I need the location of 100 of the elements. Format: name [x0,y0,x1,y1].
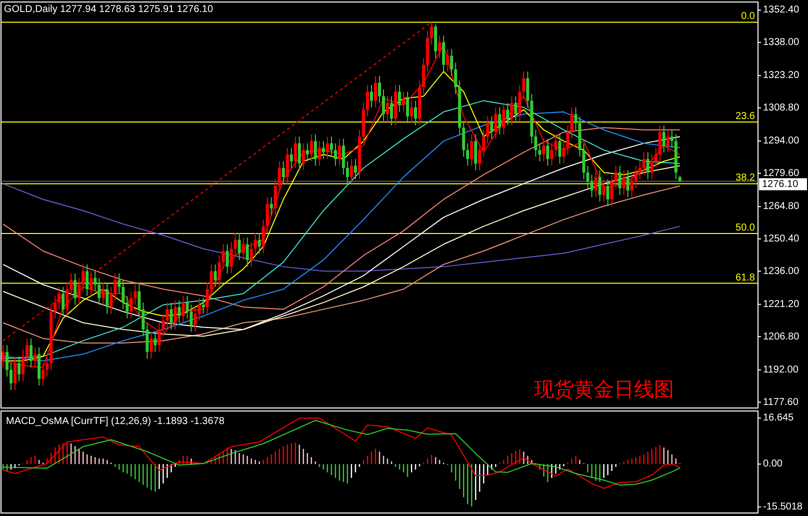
candlestick [10,362,13,391]
candlestick [274,178,277,216]
candlestick [150,331,153,360]
candlestick [214,264,217,288]
candlestick [346,160,349,184]
candlestick [250,242,253,268]
candlestick [526,71,530,108]
candlestick [638,160,642,180]
candlestick [166,302,169,328]
candlestick [210,264,213,296]
y-tick-label: 1236.00 [763,266,800,277]
candlestick [538,142,542,162]
candlestick [410,100,414,124]
y-tick-label: 1294.00 [763,136,800,147]
candlestick [70,272,73,296]
candlestick [110,286,113,314]
candlestick [54,295,57,319]
candlestick [546,138,550,166]
candlestick [474,134,478,171]
candlestick [514,96,518,122]
candlestick [310,134,313,162]
candlestick [194,306,197,332]
candlestick [114,272,117,301]
candlestick [422,58,426,94]
candlestick [630,174,634,198]
candlestick [94,270,97,292]
candlestick [62,286,65,317]
candlestick [58,286,61,310]
candlestick [86,264,89,296]
candlestick [78,277,81,306]
candlestick [626,170,630,198]
candlestick [666,129,670,153]
candlestick [270,196,273,216]
candlestick [322,140,325,160]
ref-line-label: 1276.10 [762,178,799,190]
candlestick [338,138,341,166]
candlestick [138,284,141,317]
candlestick [482,129,486,158]
candlestick [130,290,133,319]
candlestick [370,84,373,108]
candlestick [646,152,650,180]
candlestick [158,322,161,352]
candlestick [350,158,353,184]
candlestick [586,165,590,189]
candlestick [286,147,289,184]
candlestick [190,304,193,332]
candlestick [314,134,317,166]
candlestick [374,76,377,108]
candlestick [106,282,109,314]
y-tick-label: 1338.00 [763,37,800,48]
candlestick [502,102,506,135]
candlestick [446,48,450,72]
candlestick [670,129,674,148]
candlestick [598,170,602,202]
candlestick [74,272,77,306]
candlestick [454,62,458,94]
candlestick [282,160,285,184]
candlestick [118,272,121,294]
annotation: 0.0 [741,11,756,22]
candlestick [542,138,546,162]
y-tick-label: 1177.60 [763,396,799,408]
candlestick [334,142,337,166]
candlestick [230,242,233,274]
candlestick [82,264,85,292]
candlestick [462,120,466,158]
annotation: 38.2 [736,172,756,184]
candlestick [478,142,482,171]
candlestick [98,277,101,306]
line-series [2,183,680,272]
annotation: 50.0 [736,222,756,234]
candlestick [450,48,454,77]
candlestick [634,165,638,189]
candlestick [550,142,554,166]
candlestick [126,295,129,319]
candlestick [254,232,257,256]
candlestick [366,84,369,117]
candlestick [294,136,297,168]
candlestick [622,170,626,196]
candlestick [102,282,105,306]
candlestick [442,35,446,72]
candlestick [26,338,29,364]
candlestick [618,165,622,196]
y-tick-label: 1206.80 [763,331,800,342]
annotation: 23.6 [736,111,756,122]
candlestick [162,313,165,337]
candlestick [398,84,402,112]
candlestick [510,96,514,126]
annotation: 现货黄金日线图 [534,379,674,401]
candlestick [222,244,225,270]
candlestick [658,124,662,162]
candlestick [154,331,157,352]
candlestick [290,147,293,168]
candlestick [226,244,229,274]
candlestick [414,100,418,126]
candlestick [142,302,145,337]
y-tick-label: 16.645 [763,412,794,424]
y-tick-label: 1308.80 [763,102,800,114]
candlestick [522,71,526,99]
y-tick-label: 0.00 [763,458,783,470]
candlestick [66,282,69,317]
